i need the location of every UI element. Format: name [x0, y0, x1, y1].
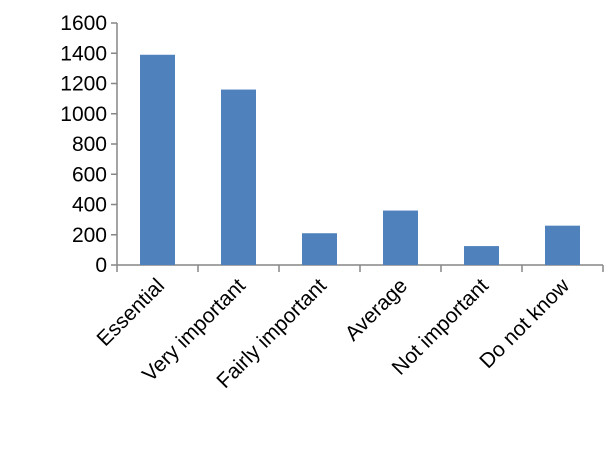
y-tick-label: 1400: [60, 42, 107, 65]
y-tick-label: 400: [72, 194, 107, 217]
y-tick-label: 1000: [60, 103, 107, 126]
bars: [140, 54, 580, 266]
bar-do-not-know: [545, 225, 580, 265]
x-axis: [116, 264, 604, 272]
bar-very-important: [221, 89, 256, 265]
x-tick-label: Essential: [93, 274, 170, 351]
y-tick-label: 1600: [60, 12, 107, 35]
y-axis: 0 200 400 600 800 1000 1200 1400 1600: [60, 12, 118, 277]
bar-essential: [140, 54, 175, 266]
y-tick-label: 800: [72, 133, 107, 156]
y-tick-label: 1200: [60, 73, 107, 96]
y-tick-label: 0: [95, 254, 107, 277]
x-tick-label: Average: [341, 274, 412, 345]
bar-fairly-important: [302, 233, 337, 265]
y-tick-label: 600: [72, 163, 107, 186]
bar-not-important: [464, 246, 499, 265]
y-tick-label: 200: [72, 224, 107, 247]
bar-average: [383, 210, 418, 265]
